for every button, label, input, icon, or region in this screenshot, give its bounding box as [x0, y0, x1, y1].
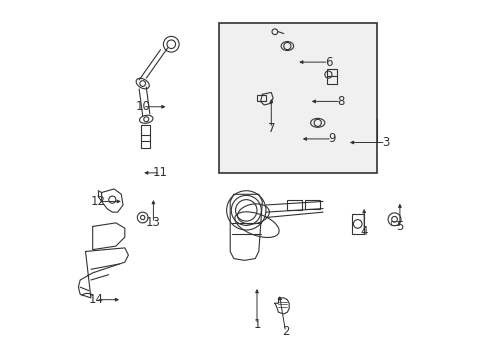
Text: 8: 8: [337, 95, 344, 108]
Text: 2: 2: [281, 325, 289, 338]
Text: 14: 14: [88, 293, 103, 306]
Bar: [390, 221, 398, 225]
Text: 7: 7: [267, 122, 274, 135]
Bar: [141, 125, 149, 148]
Text: 6: 6: [324, 55, 331, 69]
Bar: [326, 69, 337, 84]
Bar: [351, 214, 364, 234]
Text: 12: 12: [90, 195, 105, 208]
Bar: [305, 200, 319, 208]
Bar: [219, 23, 376, 173]
Bar: [287, 200, 301, 210]
Text: 11: 11: [153, 166, 168, 179]
Text: 9: 9: [327, 132, 335, 145]
Bar: [257, 95, 265, 102]
Text: 13: 13: [146, 216, 161, 229]
Text: 4: 4: [360, 225, 367, 238]
Text: 10: 10: [135, 100, 150, 113]
Text: 3: 3: [381, 136, 388, 149]
Text: 5: 5: [395, 220, 403, 233]
Text: 1: 1: [253, 318, 260, 331]
